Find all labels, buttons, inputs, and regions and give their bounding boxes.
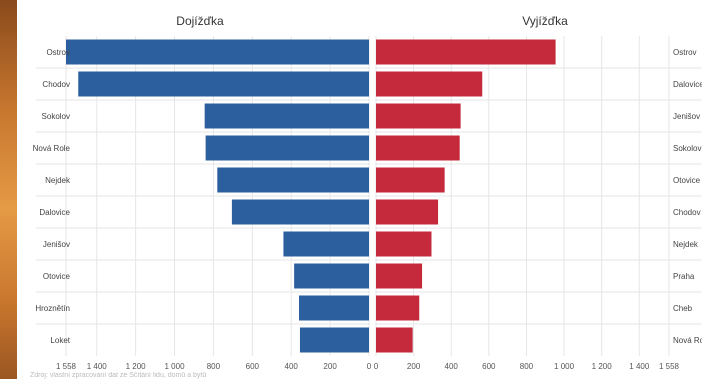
panel-title: Dojížďka [176, 14, 224, 28]
bar-dalovice [231, 199, 369, 225]
background-edge [0, 0, 17, 379]
bar-ostrov [376, 39, 556, 65]
x-tick-label: 0 [367, 362, 372, 371]
x-tick-label: 1 000 [165, 362, 186, 371]
source-footnote: Zdroj: vlastní zpracování dat ze Sčítání… [30, 372, 207, 379]
category-label: Ostrov [673, 48, 697, 57]
bar-otovice [294, 263, 369, 289]
category-label: Praha [673, 272, 695, 281]
bar-nová-role [376, 327, 413, 353]
bar-praha [376, 263, 423, 289]
panel-title: Vyjížďka [522, 14, 568, 28]
x-tick-label: 0 [374, 362, 379, 371]
category-label: Nová Role [33, 144, 71, 153]
x-tick-label: 400 [445, 362, 459, 371]
category-label: Chodov [673, 208, 701, 217]
x-tick-label: 1 558 [659, 362, 680, 371]
category-label: Hroznětín [35, 304, 70, 313]
category-label: Chodov [42, 80, 70, 89]
right-panel: Vyjížďka 0 200 400 600 800 1 000 1 200 1 400 1 55… [374, 14, 702, 371]
x-tick-label: 600 [246, 362, 260, 371]
x-tick-label: 800 [207, 362, 221, 371]
bar-sokolov [204, 103, 369, 129]
category-label: Nová Role [673, 336, 702, 345]
x-tick-label: 1 200 [126, 362, 147, 371]
bar-dalovice [376, 71, 483, 97]
bar-chodov [78, 71, 369, 97]
category-label: Nejdek [45, 176, 71, 185]
bar-otovice [376, 167, 445, 193]
x-tick-label: 1 400 [87, 362, 108, 371]
x-tick-label: 1 000 [554, 362, 575, 371]
bar-ostrov [66, 39, 369, 65]
category-label: Loket [50, 336, 70, 345]
category-label: Sokolov [42, 112, 70, 121]
left-panel: Dojížďka 1 558 1 400 1 200 1 000 800 600 400 200… [33, 14, 372, 371]
x-tick-label: 800 [520, 362, 534, 371]
x-tick-label: 200 [407, 362, 421, 371]
x-tick-label: 1 400 [629, 362, 650, 371]
bar-loket [299, 327, 369, 353]
category-label: Jenišov [43, 240, 70, 249]
bar-nejdek [217, 167, 369, 193]
category-label: Sokolov [673, 144, 701, 153]
bar-hroznětín [298, 295, 369, 321]
category-label: Dalovice [39, 208, 70, 217]
category-label: Otovice [673, 176, 701, 185]
bar-nejdek [376, 231, 432, 257]
x-tick-label: 200 [323, 362, 337, 371]
category-label: Otovice [43, 272, 71, 281]
bar-jenišov [376, 103, 461, 129]
bar-nová-role [205, 135, 369, 161]
x-tick-label: 400 [285, 362, 299, 371]
category-label: Cheb [673, 304, 693, 313]
category-label: Dalovice [673, 80, 702, 89]
x-tick-label: 1 558 [56, 362, 77, 371]
x-tick-label: 600 [482, 362, 496, 371]
x-tick-label: 1 200 [592, 362, 613, 371]
bar-jenišov [283, 231, 369, 257]
bar-chodov [376, 199, 439, 225]
category-label: Ostrov [46, 48, 70, 57]
bar-sokolov [376, 135, 460, 161]
bar-cheb [376, 295, 420, 321]
category-label: Nejdek [673, 240, 699, 249]
category-label: Jenišov [673, 112, 700, 121]
